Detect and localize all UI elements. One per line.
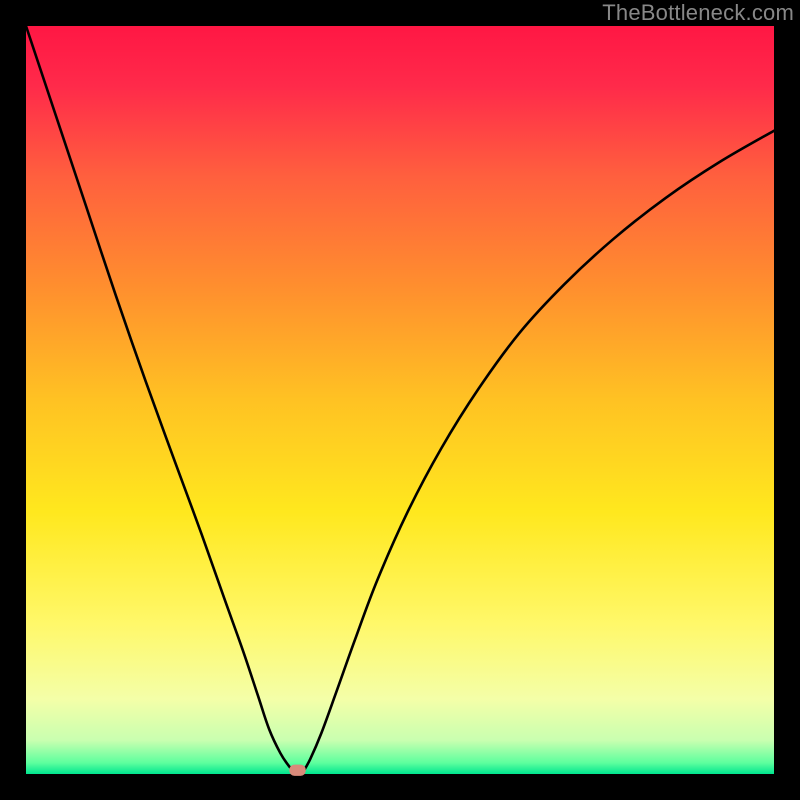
curve-right-branch [303,131,774,773]
watermark-text: TheBottleneck.com [602,0,794,26]
valley-marker [289,765,305,776]
bottleneck-curve-svg [26,26,774,774]
curve-left-branch [26,26,295,773]
